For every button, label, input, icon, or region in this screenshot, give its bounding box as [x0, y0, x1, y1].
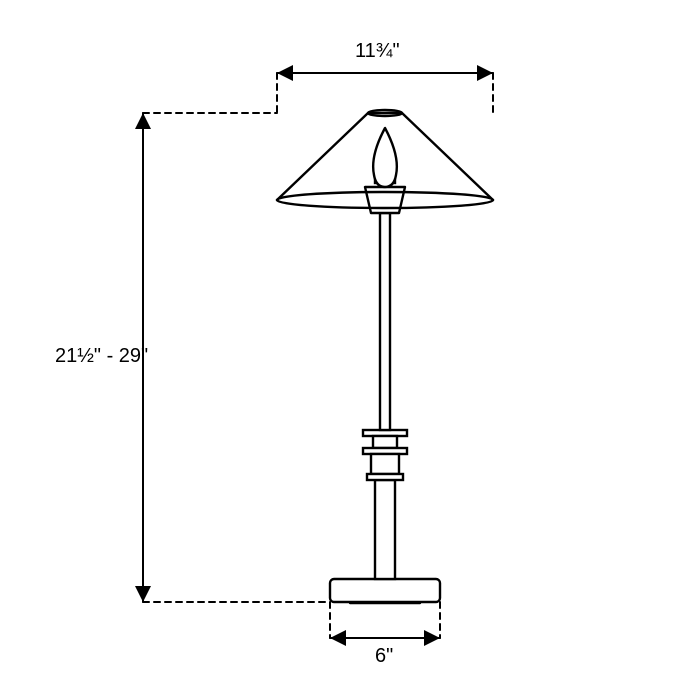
- lamp-dimension-diagram: 11¾" 21½" - 29" 6": [0, 0, 700, 700]
- base-width-label: 6": [375, 645, 393, 668]
- height-range-label: 21½" - 29": [55, 345, 148, 368]
- shade-width-label: 11¾": [355, 40, 400, 63]
